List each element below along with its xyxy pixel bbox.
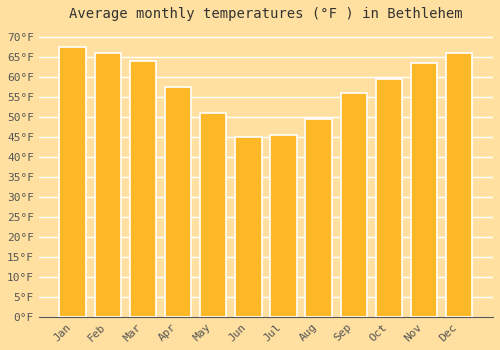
Bar xyxy=(376,79,402,317)
Bar xyxy=(200,113,226,317)
Bar xyxy=(411,63,438,317)
Bar xyxy=(306,119,332,317)
Bar xyxy=(235,137,262,317)
Bar xyxy=(165,87,191,317)
Bar xyxy=(130,61,156,317)
Bar xyxy=(340,93,367,317)
Bar xyxy=(60,47,86,317)
Title: Average monthly temperatures (°F ) in Bethlehem: Average monthly temperatures (°F ) in Be… xyxy=(69,7,462,21)
Bar xyxy=(446,53,472,317)
Bar xyxy=(94,53,121,317)
Bar xyxy=(270,135,296,317)
